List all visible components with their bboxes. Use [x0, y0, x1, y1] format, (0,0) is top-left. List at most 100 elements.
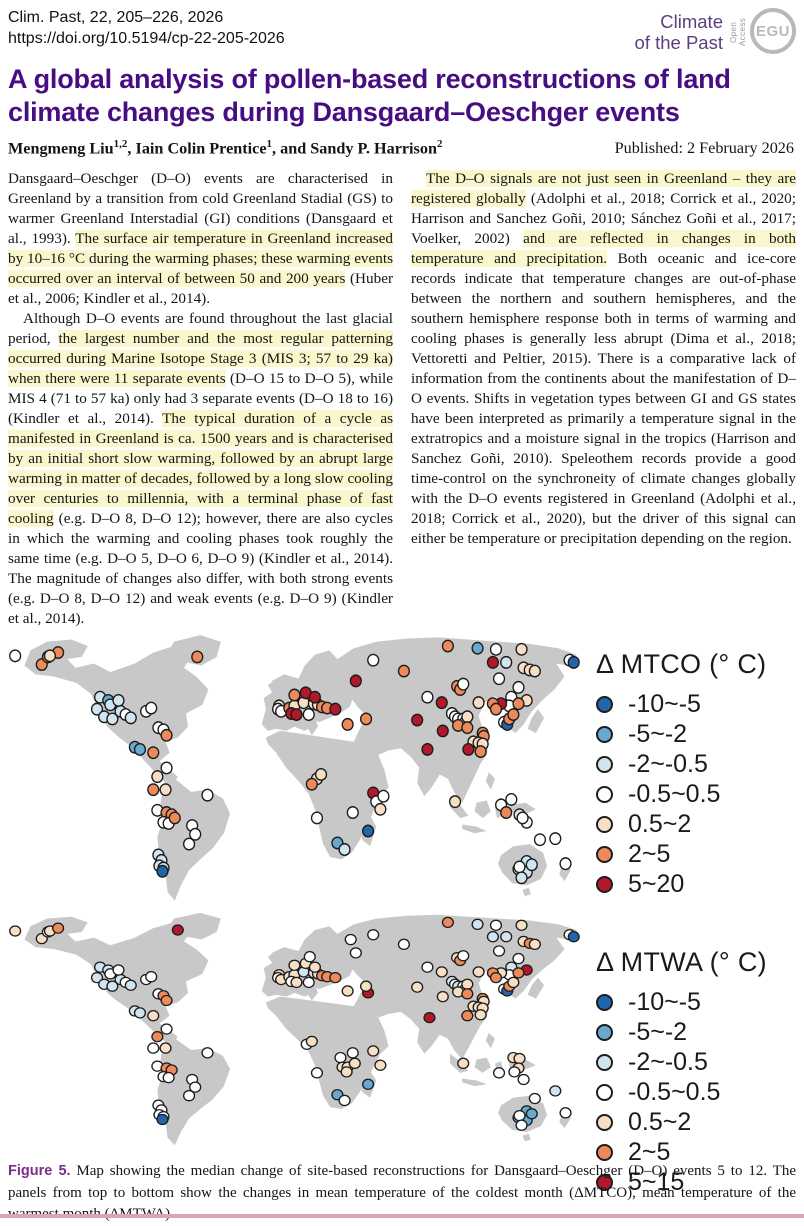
- author-name: Mengmeng Liu: [8, 139, 114, 158]
- legend-item: 0.5~2: [596, 1107, 796, 1137]
- legend-item: -10~-5: [596, 987, 796, 1017]
- site-marker: [435, 966, 448, 978]
- site-marker: [338, 843, 351, 857]
- site-marker: [133, 743, 147, 757]
- site-marker: [559, 857, 572, 871]
- site-marker: [305, 778, 318, 792]
- site-marker: [423, 1012, 436, 1024]
- legend-dot-icon: [596, 1143, 613, 1161]
- legend-item: -2~-0.5: [596, 1047, 796, 1077]
- site-marker: [201, 788, 214, 802]
- site-marker: [334, 1052, 347, 1064]
- site-marker: [377, 790, 390, 804]
- site-marker: [515, 919, 528, 932]
- site-marker: [474, 1009, 487, 1021]
- legend-mtco: Δ MTCO (° C) -10~-5 -5~-2 -2~-0.5 -0.5~0.5 0.…: [596, 649, 796, 899]
- site-marker: [308, 691, 321, 704]
- map-mtco: [9, 635, 580, 901]
- legend-item: -2~-0.5: [596, 749, 796, 779]
- site-marker: [52, 922, 65, 935]
- site-marker: [201, 1047, 214, 1059]
- site-marker: [303, 951, 316, 963]
- legend-item-label: 5~20: [628, 870, 685, 899]
- site-marker: [513, 860, 526, 874]
- legend-item-label: 0.5~2: [628, 810, 692, 839]
- site-marker: [500, 656, 513, 670]
- site-marker: [411, 981, 424, 994]
- site-marker: [512, 967, 525, 979]
- site-marker: [448, 795, 462, 809]
- site-marker: [288, 959, 301, 972]
- continent-silhouettes: [24, 913, 577, 1146]
- article-title: A global analysis of pollen-based recons…: [8, 64, 731, 128]
- legend-dot-icon: [596, 755, 613, 773]
- site-marker: [489, 703, 503, 716]
- site-marker: [329, 972, 342, 984]
- legend-item: -5~-2: [596, 719, 796, 749]
- site-marker: [500, 806, 513, 820]
- site-marker: [290, 977, 303, 989]
- site-marker: [9, 925, 22, 937]
- legend-dot-icon: [596, 1113, 613, 1131]
- site-marker: [168, 811, 181, 825]
- legend-dot-icon: [596, 815, 613, 833]
- site-marker: [171, 924, 184, 937]
- open-access-label: Open Access: [729, 17, 747, 47]
- site-marker: [492, 945, 506, 957]
- doi-link[interactable]: https://doi.org/10.5194/cp-22-205-2026: [8, 29, 285, 47]
- site-marker: [472, 696, 485, 710]
- site-markers: [9, 917, 580, 1132]
- legend-item-label: -2~-0.5: [628, 1048, 708, 1077]
- site-marker: [549, 1085, 562, 1097]
- author-row: Mengmeng Liu1,2, Iain Colin Prentice1, a…: [8, 138, 796, 158]
- body-columns: Dansgaard–Oeschger (D–O) events are char…: [8, 169, 797, 629]
- site-marker: [367, 654, 380, 668]
- site-marker: [106, 712, 119, 726]
- site-marker: [189, 1081, 202, 1094]
- site-marker: [112, 694, 125, 708]
- site-marker: [411, 713, 424, 727]
- site-marker: [513, 1110, 526, 1122]
- site-marker: [145, 971, 158, 983]
- site-marker: [486, 656, 499, 670]
- site-marker: [525, 858, 538, 872]
- legend-item-label: -5~-2: [628, 720, 688, 749]
- legend-item-label: -0.5~0.5: [628, 1078, 721, 1107]
- site-marker: [159, 783, 172, 797]
- legend-item: -5~-2: [596, 1017, 796, 1047]
- site-markers: [9, 639, 580, 885]
- site-marker: [508, 1066, 521, 1078]
- site-marker: [421, 691, 434, 704]
- site-marker: [397, 938, 410, 951]
- legend-item: -0.5~0.5: [596, 1077, 796, 1107]
- site-marker: [147, 1010, 160, 1022]
- site-marker: [151, 770, 164, 784]
- egu-logo-text: EGU: [755, 22, 790, 40]
- site-marker: [147, 1042, 160, 1055]
- site-marker: [397, 664, 410, 678]
- site-marker: [288, 688, 301, 702]
- site-marker: [512, 697, 525, 711]
- legend-item-label: 5~15: [628, 1168, 685, 1197]
- site-marker: [147, 783, 160, 797]
- site-marker: [159, 1042, 172, 1055]
- journal-citation: Clim. Past, 22, 205–226, 2026: [8, 9, 224, 26]
- legend-dot-icon: [596, 875, 613, 893]
- published-date: Published: 2 February 2026: [614, 139, 794, 158]
- legend-item-label: -2~-0.5: [628, 750, 708, 779]
- site-marker: [461, 978, 474, 991]
- site-marker: [457, 677, 470, 691]
- site-marker: [367, 929, 380, 941]
- site-marker: [492, 1067, 506, 1079]
- legend-dot-icon: [596, 1053, 613, 1071]
- site-marker: [471, 642, 484, 656]
- site-marker: [421, 961, 434, 974]
- site-marker: [9, 649, 22, 663]
- site-marker: [124, 979, 137, 992]
- figure-label: Figure 5.: [8, 1163, 71, 1180]
- site-marker: [362, 1078, 375, 1091]
- text-column-left: Dansgaard–Oeschger (D–O) events are char…: [8, 169, 394, 629]
- site-marker: [344, 934, 357, 946]
- journal-name-line1: Climate: [660, 11, 723, 32]
